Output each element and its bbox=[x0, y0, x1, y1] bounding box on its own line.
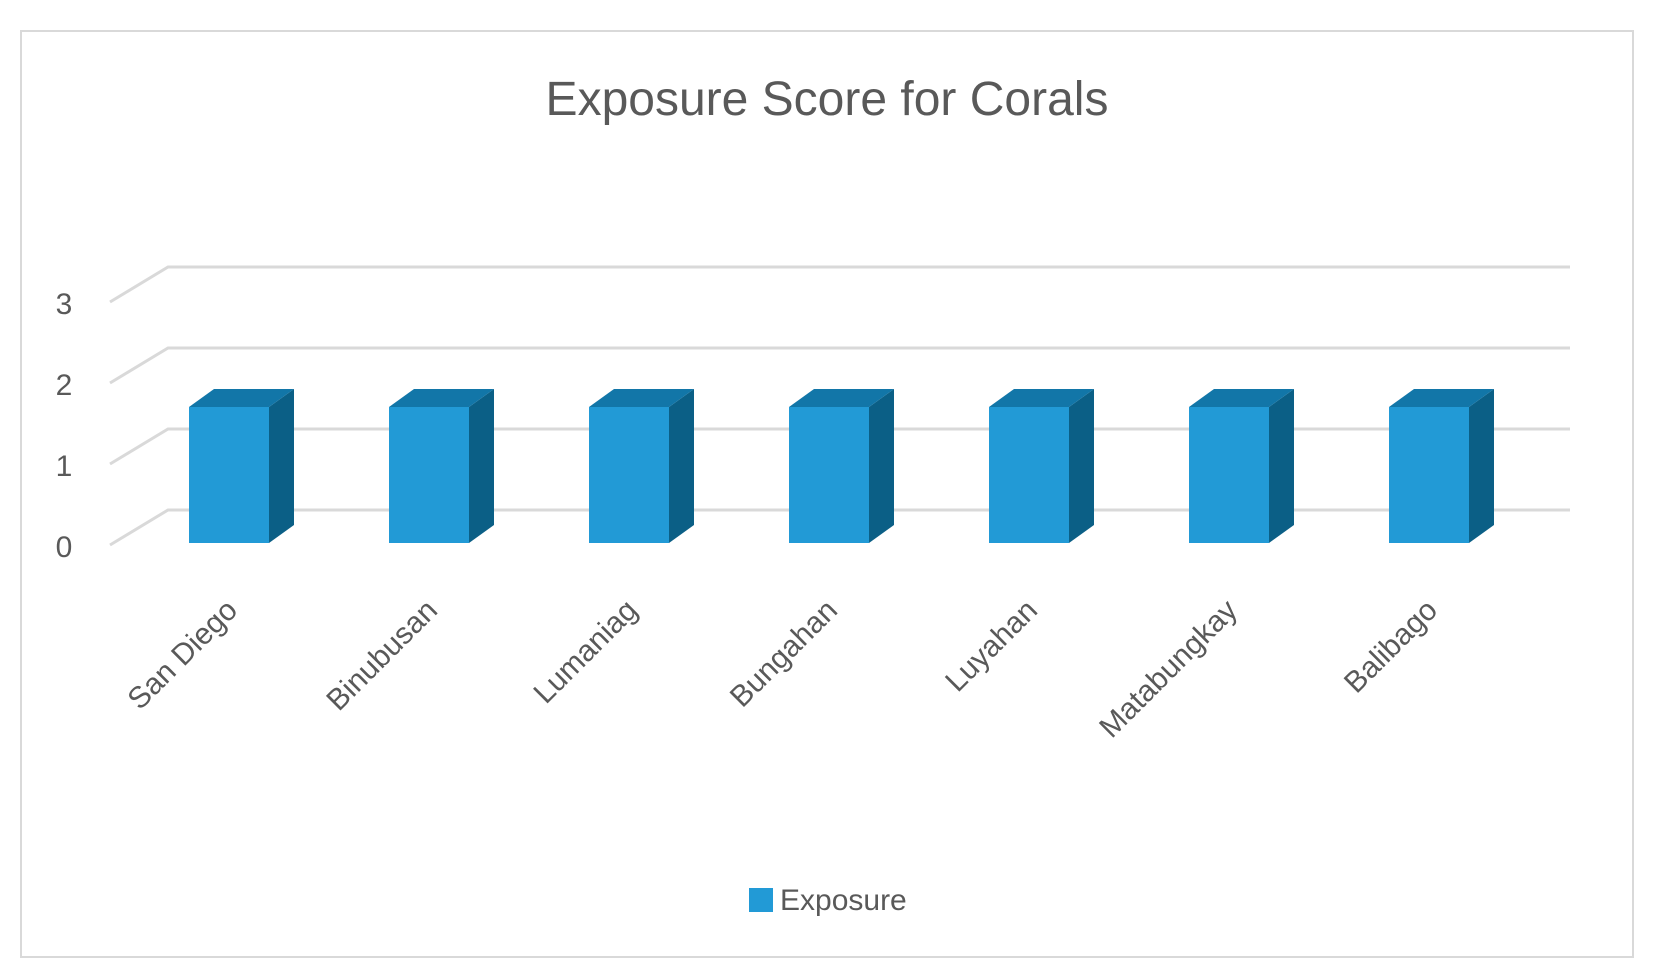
bar-front bbox=[1389, 407, 1469, 543]
bar-front bbox=[589, 407, 669, 543]
y-tick-label: 3 bbox=[56, 288, 73, 321]
bar-front bbox=[1189, 407, 1269, 543]
bar-top bbox=[389, 389, 494, 407]
bar-top bbox=[989, 389, 1094, 407]
x-axis-ticks: San Diego Binubusan Lumaniag Bungahan Luyaha… bbox=[122, 594, 1444, 745]
bar-front bbox=[989, 407, 1069, 543]
bar-side bbox=[469, 389, 494, 543]
bar bbox=[189, 389, 294, 543]
x-tick-label: Luyahan bbox=[939, 594, 1044, 699]
bar-side bbox=[669, 389, 694, 543]
y-tick-label: 1 bbox=[56, 450, 73, 483]
x-tick-label: Lumaniag bbox=[527, 594, 644, 711]
x-tick-label: Matabungkay bbox=[1093, 594, 1244, 745]
bar-top bbox=[1389, 389, 1494, 407]
gridline bbox=[109, 265, 1570, 304]
y-axis-ticks: 0 1 2 3 bbox=[56, 288, 73, 564]
legend-swatch bbox=[749, 888, 773, 912]
bar-front bbox=[189, 407, 269, 543]
bar bbox=[789, 389, 894, 543]
bar-side bbox=[1269, 389, 1294, 543]
bar-top bbox=[1189, 389, 1294, 407]
legend: Exposure bbox=[749, 884, 907, 917]
bars bbox=[189, 389, 1494, 543]
bar bbox=[1189, 389, 1294, 543]
bar-side bbox=[1069, 389, 1094, 543]
bar-top bbox=[789, 389, 894, 407]
x-tick-label: Binubusan bbox=[320, 594, 444, 718]
chart-title: Exposure Score for Corals bbox=[546, 73, 1109, 126]
bar-side bbox=[869, 389, 894, 543]
bar-side bbox=[269, 389, 294, 543]
bar bbox=[389, 389, 494, 543]
gridlines bbox=[109, 265, 1570, 547]
bar-top bbox=[189, 389, 294, 407]
y-tick-label: 2 bbox=[56, 369, 73, 402]
x-tick-label: Balibago bbox=[1338, 594, 1444, 700]
bar bbox=[589, 389, 694, 543]
bar-front bbox=[389, 407, 469, 543]
legend-label: Exposure bbox=[780, 884, 907, 917]
gridline bbox=[109, 508, 1570, 547]
gridline bbox=[109, 427, 1570, 466]
bar-side bbox=[1469, 389, 1494, 543]
bar bbox=[989, 389, 1094, 543]
bar-top bbox=[589, 389, 694, 407]
bar-front bbox=[789, 407, 869, 543]
y-tick-label: 0 bbox=[56, 531, 73, 564]
bar bbox=[1389, 389, 1494, 543]
gridline bbox=[109, 346, 1570, 385]
x-tick-label: Bungahan bbox=[724, 594, 844, 714]
x-tick-label: San Diego bbox=[122, 594, 244, 716]
